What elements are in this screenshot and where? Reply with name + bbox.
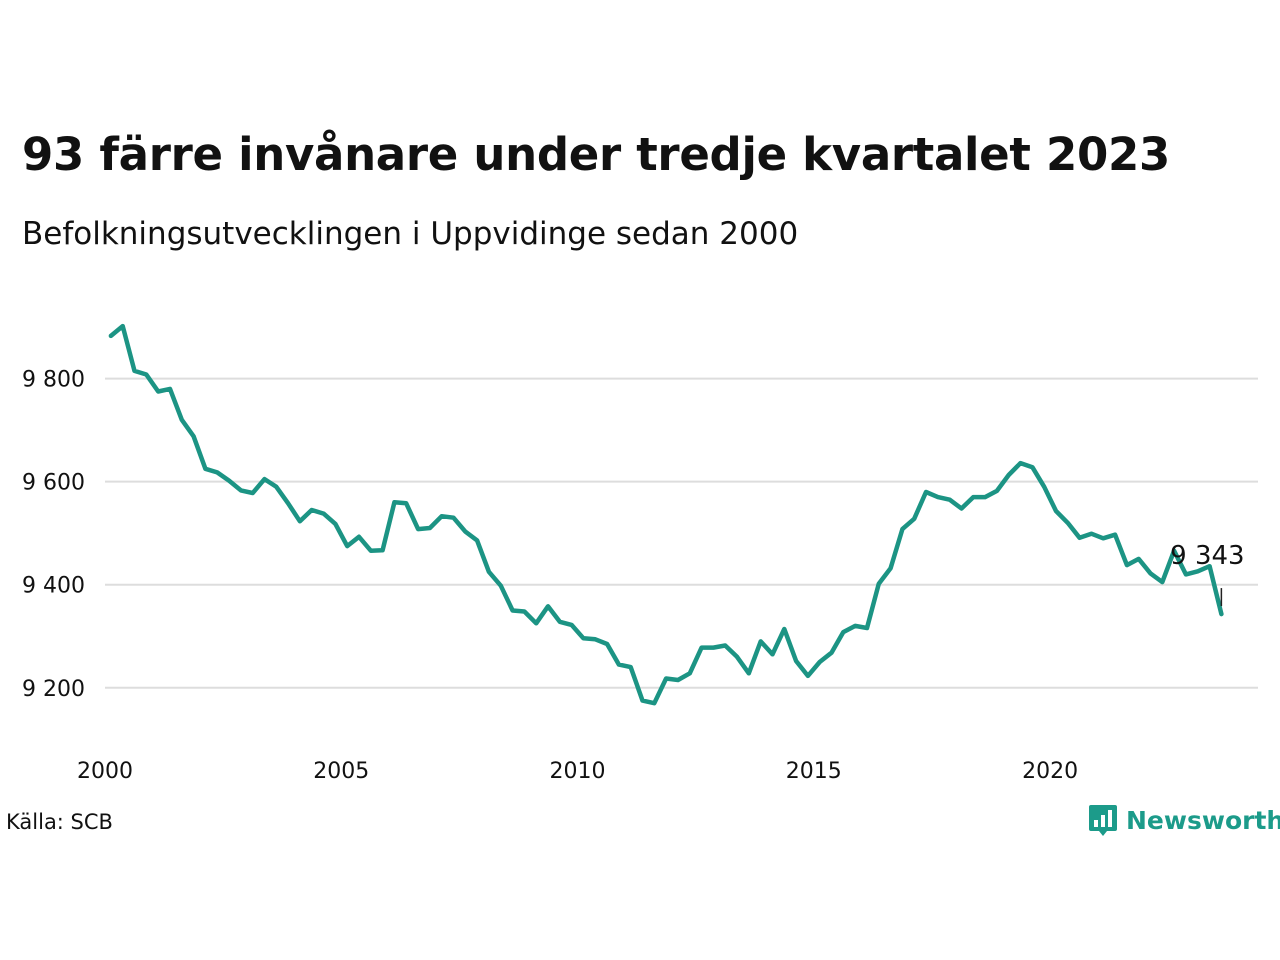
brand-name: Newsworthy [1126,805,1280,835]
annotations: 9 343 [1170,541,1245,607]
source-note: Källa: SCB [6,810,113,834]
y-axis: 9 200 9 400 9 600 9 800 [22,368,85,702]
y-tick-label: 9 200 [22,677,85,702]
line-chart: 9 200 9 400 9 600 9 800 2000 2005 2010 2015 202… [22,323,1258,784]
series [108,323,1224,706]
y-tick-label: 9 800 [22,368,85,393]
chart-title: 93 färre invånare under tredje kvartalet… [22,128,1171,181]
y-tick-label: 9 600 [22,471,85,496]
chart-subtitle: Befolkningsutvecklingen i Uppvidinge sed… [22,216,799,252]
last-value-label: 9 343 [1170,541,1244,571]
x-tick-label: 2015 [786,759,842,784]
x-tick-label: 2020 [1022,759,1078,784]
x-tick-label: 2010 [550,759,606,784]
gridlines [105,377,1258,689]
y-tick-label: 9 400 [22,574,85,599]
x-tick-label: 2000 [77,759,133,784]
x-tick-label: 2005 [313,759,369,784]
series-line [108,323,1224,706]
x-axis: 2000 2005 2010 2015 2020 [77,759,1078,784]
brand-logo[interactable]: Newsworthy [1088,803,1280,837]
bar-chart-logo-icon [1089,805,1117,836]
